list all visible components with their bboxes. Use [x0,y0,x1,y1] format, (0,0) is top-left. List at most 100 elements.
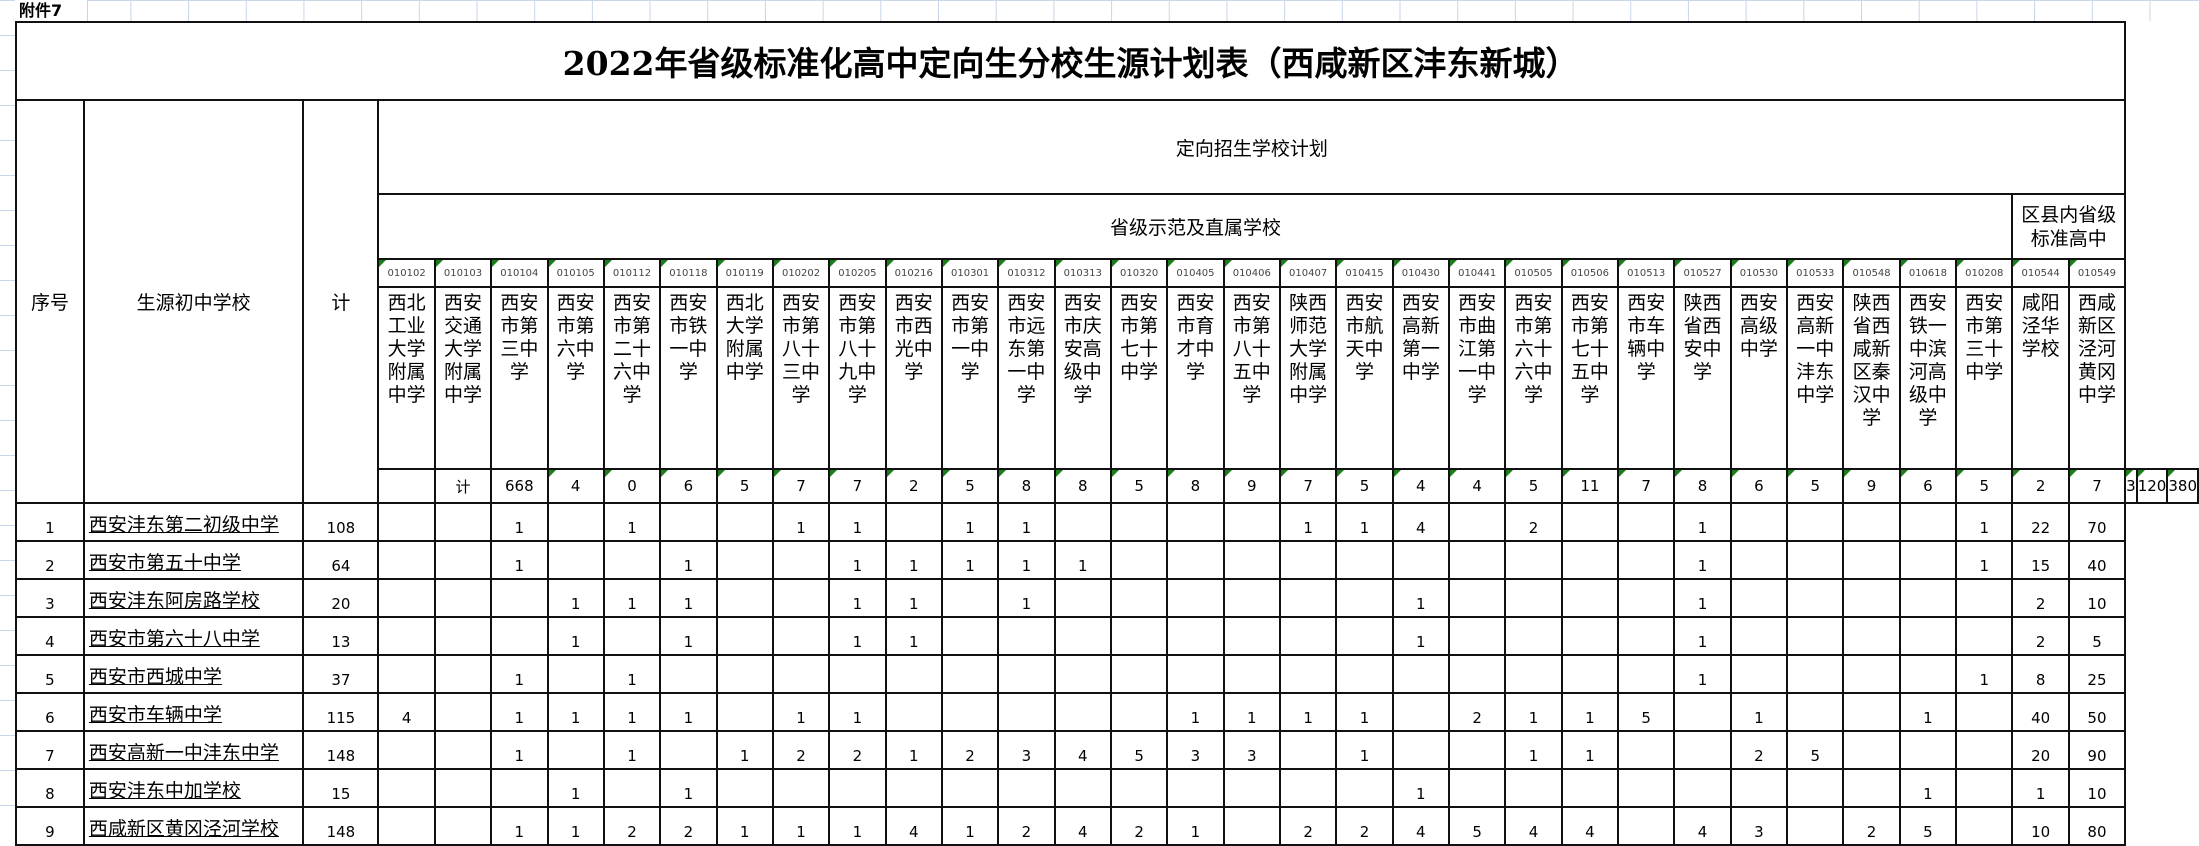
target-school-name: 西北大学附属中学 [715,286,774,470]
row-value [1504,540,1563,580]
row-value [997,616,1056,656]
row-value [1955,578,2014,618]
table-row: 2 西安市第五十中学 64 1 1 1 1 1 1 1 1 1 15 40 [15,540,2198,580]
row-value: 1 [1673,616,1732,656]
row-value [771,768,831,808]
row-value [1109,692,1169,732]
target-school-name-text: 西安市第三中学 [500,292,539,383]
row-value [546,730,605,770]
row-value [1786,654,1845,694]
school-code: 010313 [1053,258,1112,288]
row-value: 1 [1504,692,1563,732]
row-value [1447,768,1507,808]
header-index: 序号 [15,99,85,504]
totals-value: 4 [546,468,605,504]
row-value: 1 [884,578,943,618]
row-value: 1 [490,654,549,694]
school-code: 010618 [1898,258,1958,288]
target-school-name: 西安市西光中学 [884,286,943,470]
row-value [1447,730,1507,770]
row-value: 1 [490,692,549,732]
row-value [659,730,718,770]
row-value: 1 [715,730,774,770]
row-value: 1 [602,730,662,770]
row-value: 1 [490,502,549,542]
row-value [1053,654,1112,694]
totals-value: 0 [602,468,662,504]
target-school-name-text: 西安市铁一中学 [669,292,708,383]
row-value [433,692,493,732]
row-value: 2 [940,730,1000,770]
row-value: 1 [1166,692,1225,732]
row-value: 1 [771,806,831,846]
row-value: 1 [546,578,605,618]
totals-value: 6 [1729,468,1789,504]
row-value [1391,692,1451,732]
row-value: 2 [997,806,1056,846]
row-value: 1 [1335,730,1394,770]
target-school-name: 西安市航天中学 [1335,286,1394,470]
row-value [1053,616,1112,656]
row-value [433,806,493,846]
row-value [1786,768,1845,808]
row-value [884,692,943,732]
row-value: 1 [1222,692,1281,732]
row-value [1842,578,1901,618]
row-value [433,768,493,808]
row-total: 148 [302,730,380,770]
row-value [433,502,493,542]
school-code: 010430 [1391,258,1451,288]
totals-value: 9 [1222,468,1281,504]
row-value [490,578,549,618]
row-value [1842,730,1901,770]
row-index: 3 [15,578,85,618]
totals-value: 7 [771,468,831,504]
target-school-name: 西安高级中学 [1729,286,1789,470]
target-school-name-text: 西安铁一中滨河高级中学 [1908,292,1947,429]
row-value: 1 [602,692,662,732]
row-value [602,540,662,580]
row-value [1898,502,1958,542]
row-value: 40 [2011,692,2070,732]
row-value: 1 [997,502,1056,542]
row-value: 22 [2011,502,2070,542]
row-value [546,502,605,542]
target-school-name-text: 西安市第一中学 [951,292,990,383]
row-value [1842,540,1901,580]
row-value [1166,654,1225,694]
totals-value: 4 [1447,468,1507,504]
totals-label: 计 [433,468,493,504]
row-value [1335,616,1394,656]
row-value [715,692,774,732]
row-value: 1 [546,806,605,846]
row-value [715,502,774,542]
totals-row: 计 668 4 0 6 5 7 7 2 5 8 8 5 8 9 7 5 4 4 5 11 7 8 6 5 9 6 5 2 7 3 120 380 [16,468,2199,504]
row-total: 64 [302,540,380,580]
row-value: 1 [490,806,549,846]
row-value [1617,502,1676,542]
row-value [1447,540,1507,580]
row-value [1842,654,1901,694]
target-school-name: 西安市曲江第一中学 [1447,286,1507,470]
totals-value: 5 [1504,468,1563,504]
row-value [377,654,436,694]
row-value [771,578,831,618]
row-index: 8 [15,768,85,808]
row-value [1109,768,1169,808]
row-value [1166,768,1225,808]
row-value [1729,502,1789,542]
totals-value: 5 [1109,468,1169,504]
row-value: 90 [2067,730,2127,770]
target-school-name: 西安市第三中学 [490,286,549,470]
totals-total: 668 [490,468,549,504]
row-source-school: 西安市车辆中学 [82,692,305,732]
target-school-name-text: 西安市西光中学 [894,292,933,383]
row-value [1729,616,1789,656]
school-code: 010505 [1504,258,1563,288]
target-school-name: 西安市第八十五中学 [1222,286,1281,470]
totals-value: 7 [1278,468,1338,504]
row-value [546,540,605,580]
row-value [1447,616,1507,656]
row-value [1335,578,1394,618]
row-value [1391,540,1451,580]
